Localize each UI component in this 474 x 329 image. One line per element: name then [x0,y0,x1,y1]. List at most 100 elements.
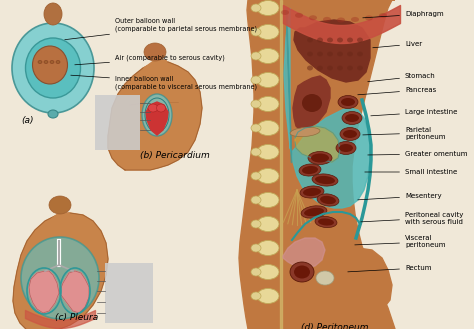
Ellipse shape [347,52,353,57]
Text: Parietal
peritoneum: Parietal peritoneum [363,126,446,139]
Ellipse shape [49,196,71,214]
Text: Inner balloon wall
(comparable to visceral serous membrane): Inner balloon wall (comparable to viscer… [71,75,257,90]
Ellipse shape [312,174,338,186]
Polygon shape [295,126,340,162]
Ellipse shape [251,28,261,36]
Ellipse shape [357,38,363,42]
Ellipse shape [309,15,317,20]
FancyBboxPatch shape [105,263,153,323]
Polygon shape [325,248,392,318]
Text: Visceral
peritoneum: Visceral peritoneum [355,236,446,248]
Ellipse shape [251,100,261,108]
Ellipse shape [257,120,279,136]
Ellipse shape [251,172,261,180]
Ellipse shape [340,128,360,140]
Ellipse shape [251,220,261,228]
Text: (c) Pleura: (c) Pleura [55,313,99,322]
Ellipse shape [257,48,279,63]
Ellipse shape [257,1,279,15]
Ellipse shape [317,52,323,57]
Ellipse shape [33,46,67,84]
Ellipse shape [251,268,261,276]
Ellipse shape [44,61,48,63]
Polygon shape [239,0,395,329]
Ellipse shape [44,3,62,25]
Ellipse shape [299,164,321,176]
Ellipse shape [318,218,334,226]
Ellipse shape [295,13,303,18]
Ellipse shape [307,52,313,57]
Ellipse shape [302,94,322,112]
Ellipse shape [317,38,323,42]
Ellipse shape [320,196,336,204]
Ellipse shape [290,127,320,137]
Ellipse shape [257,144,279,160]
Ellipse shape [308,151,332,164]
Ellipse shape [251,148,261,156]
Ellipse shape [341,98,355,106]
Polygon shape [144,60,168,84]
Ellipse shape [257,72,279,88]
Ellipse shape [336,141,356,155]
Ellipse shape [257,265,279,280]
Ellipse shape [337,52,343,57]
Polygon shape [293,76,330,130]
Ellipse shape [315,176,335,184]
Text: Air (comparable to serous cavity): Air (comparable to serous cavity) [75,55,225,65]
Ellipse shape [257,289,279,303]
Ellipse shape [337,38,343,42]
Ellipse shape [357,65,363,70]
Text: Pancreas: Pancreas [358,87,436,95]
Ellipse shape [251,52,261,60]
Ellipse shape [257,240,279,256]
Ellipse shape [327,38,333,42]
Polygon shape [108,62,202,170]
Text: Rectum: Rectum [348,265,431,272]
Ellipse shape [251,4,261,12]
Text: Peritoneal cavity
with serous fluid: Peritoneal cavity with serous fluid [361,212,464,224]
Ellipse shape [316,271,334,285]
Text: (b) Pericardium: (b) Pericardium [140,151,210,160]
Text: Diaphragm: Diaphragm [363,11,444,18]
Ellipse shape [142,94,172,136]
Ellipse shape [357,52,363,57]
Ellipse shape [290,262,314,282]
Ellipse shape [317,194,339,206]
Ellipse shape [56,61,60,63]
Ellipse shape [251,244,261,252]
Ellipse shape [251,292,261,300]
Polygon shape [294,20,370,82]
Ellipse shape [307,65,313,70]
Ellipse shape [294,266,310,279]
Ellipse shape [338,95,358,109]
Ellipse shape [339,144,353,152]
Polygon shape [283,238,325,268]
Ellipse shape [307,38,313,42]
Ellipse shape [343,130,357,138]
Polygon shape [29,271,59,313]
Ellipse shape [300,186,324,198]
Ellipse shape [351,17,359,22]
Polygon shape [59,271,89,313]
Polygon shape [13,213,108,329]
Ellipse shape [257,216,279,232]
Text: Small intestine: Small intestine [365,169,457,175]
Text: Outer balloon wall
(comparable to parietal serous membrane): Outer balloon wall (comparable to pariet… [65,18,257,40]
Ellipse shape [38,61,42,63]
Ellipse shape [327,52,333,57]
FancyBboxPatch shape [95,95,140,150]
Text: (d) Peritoneum: (d) Peritoneum [301,323,369,329]
Ellipse shape [302,166,318,174]
Text: Stomach: Stomach [368,73,436,82]
Ellipse shape [251,124,261,132]
Ellipse shape [257,24,279,39]
Text: Mesentery: Mesentery [358,193,442,200]
Ellipse shape [365,15,373,20]
Ellipse shape [304,208,324,216]
Ellipse shape [342,112,362,124]
Ellipse shape [327,65,333,70]
Ellipse shape [323,17,331,22]
Ellipse shape [50,61,54,63]
Text: Large intestine: Large intestine [371,109,457,116]
Ellipse shape [257,168,279,184]
